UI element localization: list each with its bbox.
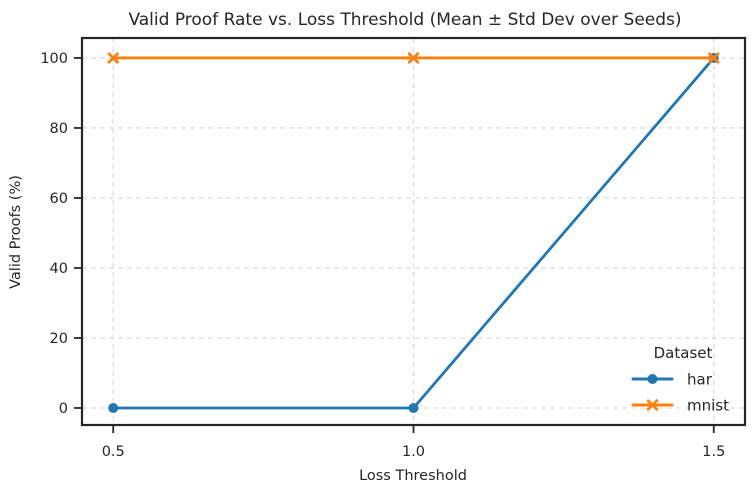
legend-title: Dataset bbox=[654, 344, 713, 362]
legend-entry-har: har bbox=[631, 371, 713, 389]
x-axis-label: Loss Threshold bbox=[359, 468, 467, 484]
data-point-x bbox=[708, 52, 720, 64]
chart-title: Valid Proof Rate vs. Loss Threshold (Mea… bbox=[128, 10, 681, 30]
grid-lines bbox=[82, 38, 745, 425]
y-tick-label: 80 bbox=[50, 121, 68, 137]
legend-label-har: har bbox=[687, 371, 713, 389]
x-tick-label: 1.5 bbox=[702, 444, 725, 460]
y-tick-label: 40 bbox=[50, 261, 68, 277]
data-point-x bbox=[646, 399, 659, 411]
axis-ticks: 0.5 1.0 1.5 0 20 40 60 80 100 bbox=[40, 51, 725, 460]
axes-spines bbox=[80, 36, 747, 427]
y-tick-label: 100 bbox=[40, 51, 68, 67]
y-axis-label: Valid Proofs (%) bbox=[8, 175, 24, 289]
data-point-circle bbox=[647, 374, 658, 384]
y-tick-label: 20 bbox=[50, 331, 68, 347]
legend: Dataset har mnist bbox=[631, 344, 729, 415]
y-tick-label: 0 bbox=[59, 401, 68, 417]
plot-border bbox=[80, 36, 747, 427]
x-tick-label: 0.5 bbox=[102, 444, 125, 460]
legend-label-mnist: mnist bbox=[687, 397, 729, 415]
data-point-circle bbox=[408, 402, 419, 413]
data-point-circle bbox=[108, 402, 119, 413]
y-tick-label: 60 bbox=[50, 191, 68, 207]
series-mnist bbox=[107, 52, 720, 64]
data-point-x bbox=[107, 52, 119, 64]
x-tick-label: 1.0 bbox=[402, 444, 425, 460]
series-har bbox=[108, 52, 719, 413]
legend-entry-mnist: mnist bbox=[631, 397, 729, 415]
data-series bbox=[107, 52, 720, 413]
data-point-x bbox=[407, 52, 420, 64]
